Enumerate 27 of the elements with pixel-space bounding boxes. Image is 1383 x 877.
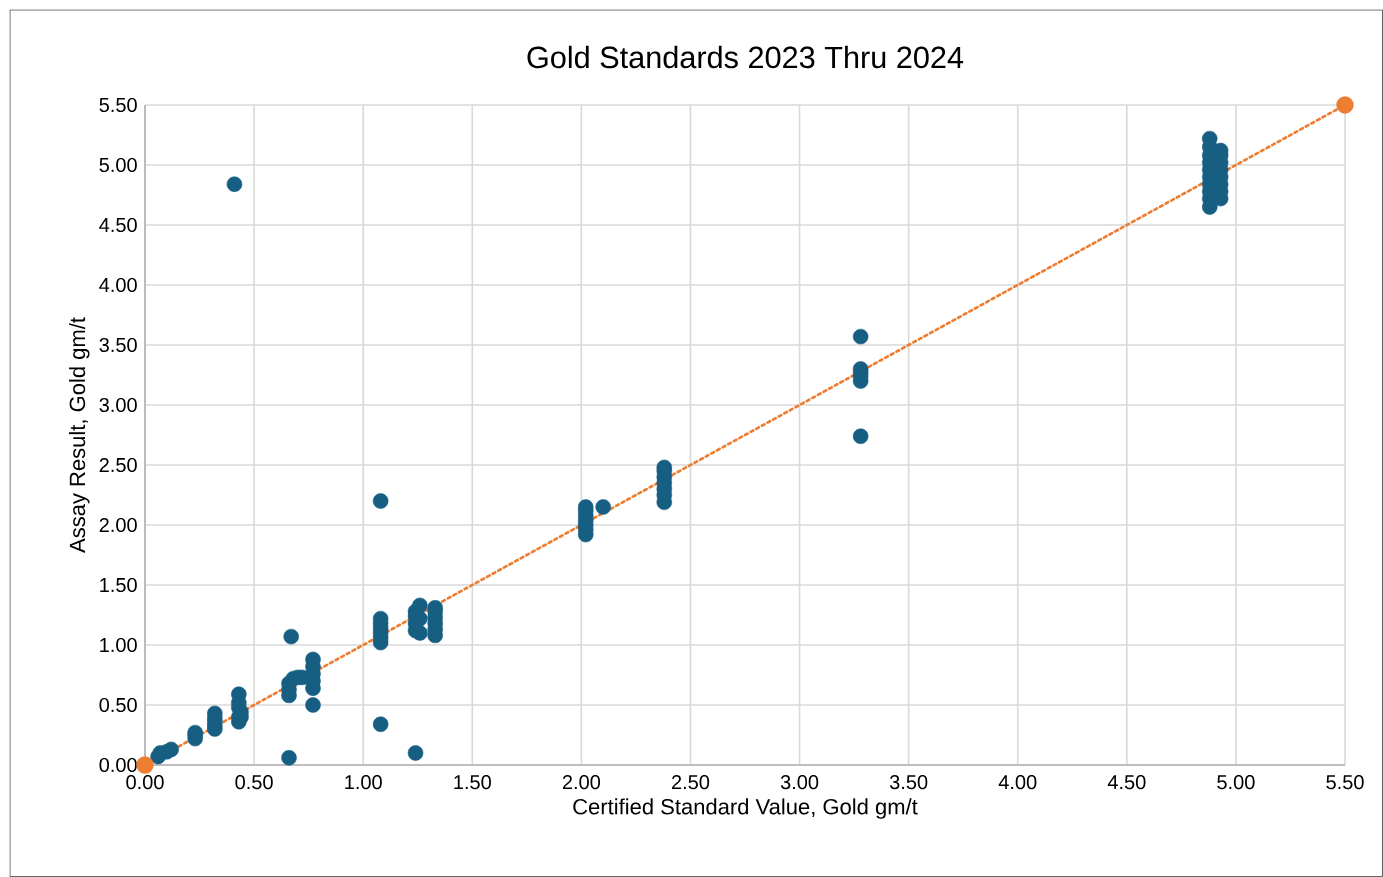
y-tick-label: 5.00: [99, 157, 137, 173]
chart-title: Gold Standards 2023 Thru 2024: [527, 45, 964, 69]
x-tick-label: 1.00: [345, 775, 382, 790]
x-tick-label: 4.00: [998, 775, 1037, 790]
y-axis-title: Assay Result, Gold gm/t: [69, 317, 90, 553]
x-tick-label: 1.50: [454, 775, 491, 790]
x-tick-label: 0.00: [126, 775, 164, 790]
y-tick-label: 1.00: [100, 637, 137, 653]
y-tick-label: 3.50: [99, 337, 137, 353]
x-tick-label: 5.00: [1217, 775, 1255, 790]
y-tick-label: 3.00: [99, 397, 137, 413]
y-tick-label: 5.50: [99, 97, 137, 113]
y-tick-label: 0.00: [99, 757, 137, 773]
y-tick-label: 2.50: [99, 457, 137, 473]
y-tick-label: 0.50: [99, 697, 137, 713]
x-tick-label: 5.50: [1326, 775, 1364, 790]
x-tick-label: 2.50: [672, 775, 710, 790]
x-tick-label: 0.50: [235, 775, 273, 790]
x-tick-label: 2.00: [562, 775, 601, 790]
x-axis-title: Certified Standard Value, Gold gm/t: [573, 798, 918, 819]
y-tick-label: 4.50: [99, 217, 137, 233]
x-tick-label: 4.50: [1107, 775, 1146, 790]
y-tick-label: 4.00: [99, 277, 137, 293]
y-tick-label: 1.50: [100, 577, 137, 593]
y-tick-label: 2.00: [99, 517, 137, 533]
x-tick-label: 3.50: [889, 775, 928, 790]
x-tick-label: 3.00: [780, 775, 819, 790]
